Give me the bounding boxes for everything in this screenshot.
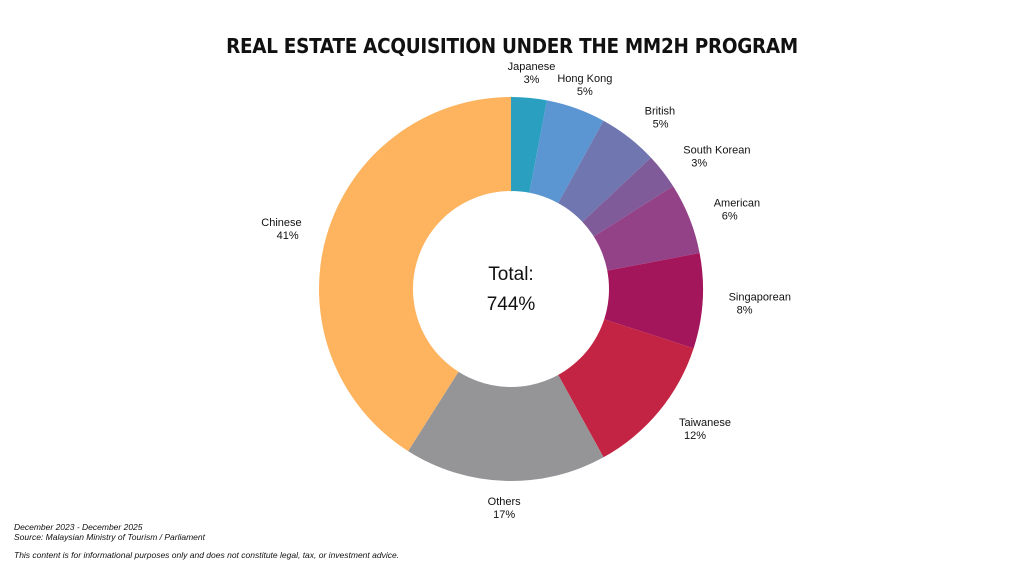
slice-label-name: Japanese	[508, 61, 556, 73]
slice-label-value: 6%	[722, 211, 738, 223]
source-note: Source: Malaysian Ministry of Tourism / …	[14, 532, 206, 542]
chart-title: REAL ESTATE ACQUISITION UNDER THE MM2H P…	[226, 34, 798, 58]
slice-label-value: 41%	[277, 230, 299, 242]
footer: December 2023 - December 2025 Source: Ma…	[14, 522, 399, 560]
slice-label-name: Singaporean	[729, 292, 791, 304]
slice-label-value: 3%	[524, 74, 540, 86]
slice-label-name: Taiwanese	[679, 417, 731, 429]
slice-label-value: 3%	[691, 157, 707, 169]
slice-label-name: Others	[488, 496, 522, 508]
disclaimer: This content is for informational purpos…	[14, 550, 400, 560]
center-value: 744%	[487, 294, 536, 315]
slice-label-name: American	[714, 198, 760, 210]
donut-hole	[413, 191, 609, 387]
slice-label-value: 5%	[653, 119, 669, 131]
slice-label-name: British	[645, 106, 676, 118]
date-range: December 2023 - December 2025	[14, 522, 143, 532]
center-label: Total:	[488, 264, 533, 285]
slice-label-name: Chinese	[261, 217, 301, 229]
slice-label-value: 5%	[577, 86, 593, 98]
slice-label-value: 12%	[684, 430, 706, 442]
slice-label-value: 17%	[493, 509, 515, 521]
slice-label-name: South Korean	[683, 144, 750, 156]
slice-label-name: Hong Kong	[557, 73, 612, 85]
slice-label-value: 8%	[737, 305, 753, 317]
